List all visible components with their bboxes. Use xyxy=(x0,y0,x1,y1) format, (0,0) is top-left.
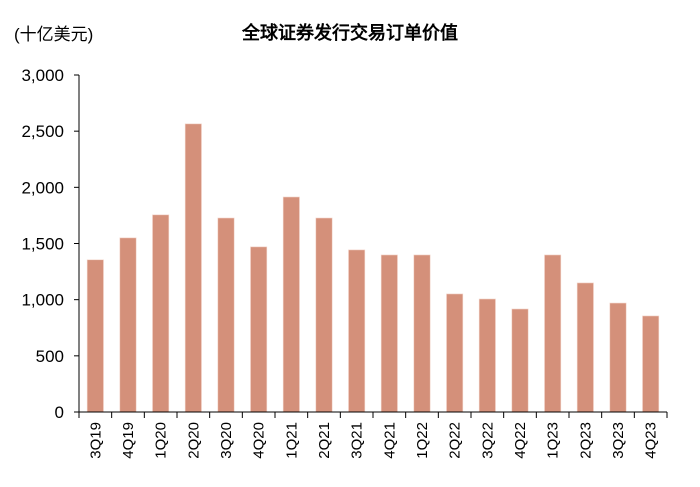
x-tick-label: 1Q23 xyxy=(545,422,562,459)
bar-4Q23 xyxy=(642,315,660,413)
x-tick-label: 4Q20 xyxy=(251,422,268,459)
y-tick-label: 1,000 xyxy=(21,291,64,310)
y-tick-label: 500 xyxy=(36,347,64,366)
bar-2Q22 xyxy=(446,293,464,413)
y-tick-label: 0 xyxy=(55,403,64,422)
x-tick-label: 1Q21 xyxy=(283,422,300,459)
bar-2Q21 xyxy=(315,217,333,413)
x-tick-label: 4Q23 xyxy=(643,422,660,459)
bar-4Q20 xyxy=(250,246,268,413)
bar-2Q23 xyxy=(576,282,594,413)
y-axis-unit-label: (十亿美元) xyxy=(14,25,94,44)
x-tick-label: 3Q21 xyxy=(349,422,366,459)
y-tick-label: 2,000 xyxy=(21,178,64,197)
x-tick-label: 4Q19 xyxy=(120,422,137,459)
bar-3Q23 xyxy=(609,302,627,413)
x-tick-label: 4Q22 xyxy=(512,422,529,459)
bar-2Q20 xyxy=(184,123,202,413)
bar-3Q22 xyxy=(478,298,496,413)
x-tick-label: 1Q22 xyxy=(414,422,431,459)
y-tick-label: 3,000 xyxy=(21,66,64,85)
bar-4Q19 xyxy=(119,237,137,413)
x-tick-label: 2Q20 xyxy=(185,422,202,459)
y-tick-label: 1,500 xyxy=(21,235,64,254)
x-tick-label: 2Q23 xyxy=(577,422,594,459)
bar-1Q23 xyxy=(544,254,562,413)
x-tick-label: 2Q22 xyxy=(447,422,464,459)
x-tick-label: 3Q20 xyxy=(218,422,235,459)
chart-title: 全球证券发行交易订单价值 xyxy=(0,19,700,45)
bar-3Q19 xyxy=(86,259,104,413)
bars xyxy=(86,123,660,413)
y-tick-label: 2,500 xyxy=(21,122,64,141)
bar-3Q21 xyxy=(348,249,366,413)
x-tick-label: 1Q20 xyxy=(153,422,170,459)
x-tick-label: 4Q21 xyxy=(381,422,398,459)
bar-1Q20 xyxy=(152,214,170,413)
bar-4Q22 xyxy=(511,308,529,413)
x-axis: 3Q19 4Q19 1Q20 2Q20 3Q20 4Q20 1Q21 2Q21 3Q21 4Q21… xyxy=(74,411,668,459)
x-tick-label: 3Q22 xyxy=(479,422,496,459)
x-tick-label: 3Q23 xyxy=(610,422,627,459)
bar-1Q22 xyxy=(413,254,431,413)
x-tick-label: 3Q19 xyxy=(87,422,104,459)
bar-3Q20 xyxy=(217,217,235,413)
bar-1Q21 xyxy=(282,196,300,413)
chart-title-text: 全球证券发行交易订单价值 xyxy=(242,23,458,43)
x-tick-label: 2Q21 xyxy=(316,422,333,459)
bar-4Q21 xyxy=(380,254,398,413)
y-axis: 0 500 1,000 1,500 2,000 2,500 3,000 xyxy=(21,66,80,422)
